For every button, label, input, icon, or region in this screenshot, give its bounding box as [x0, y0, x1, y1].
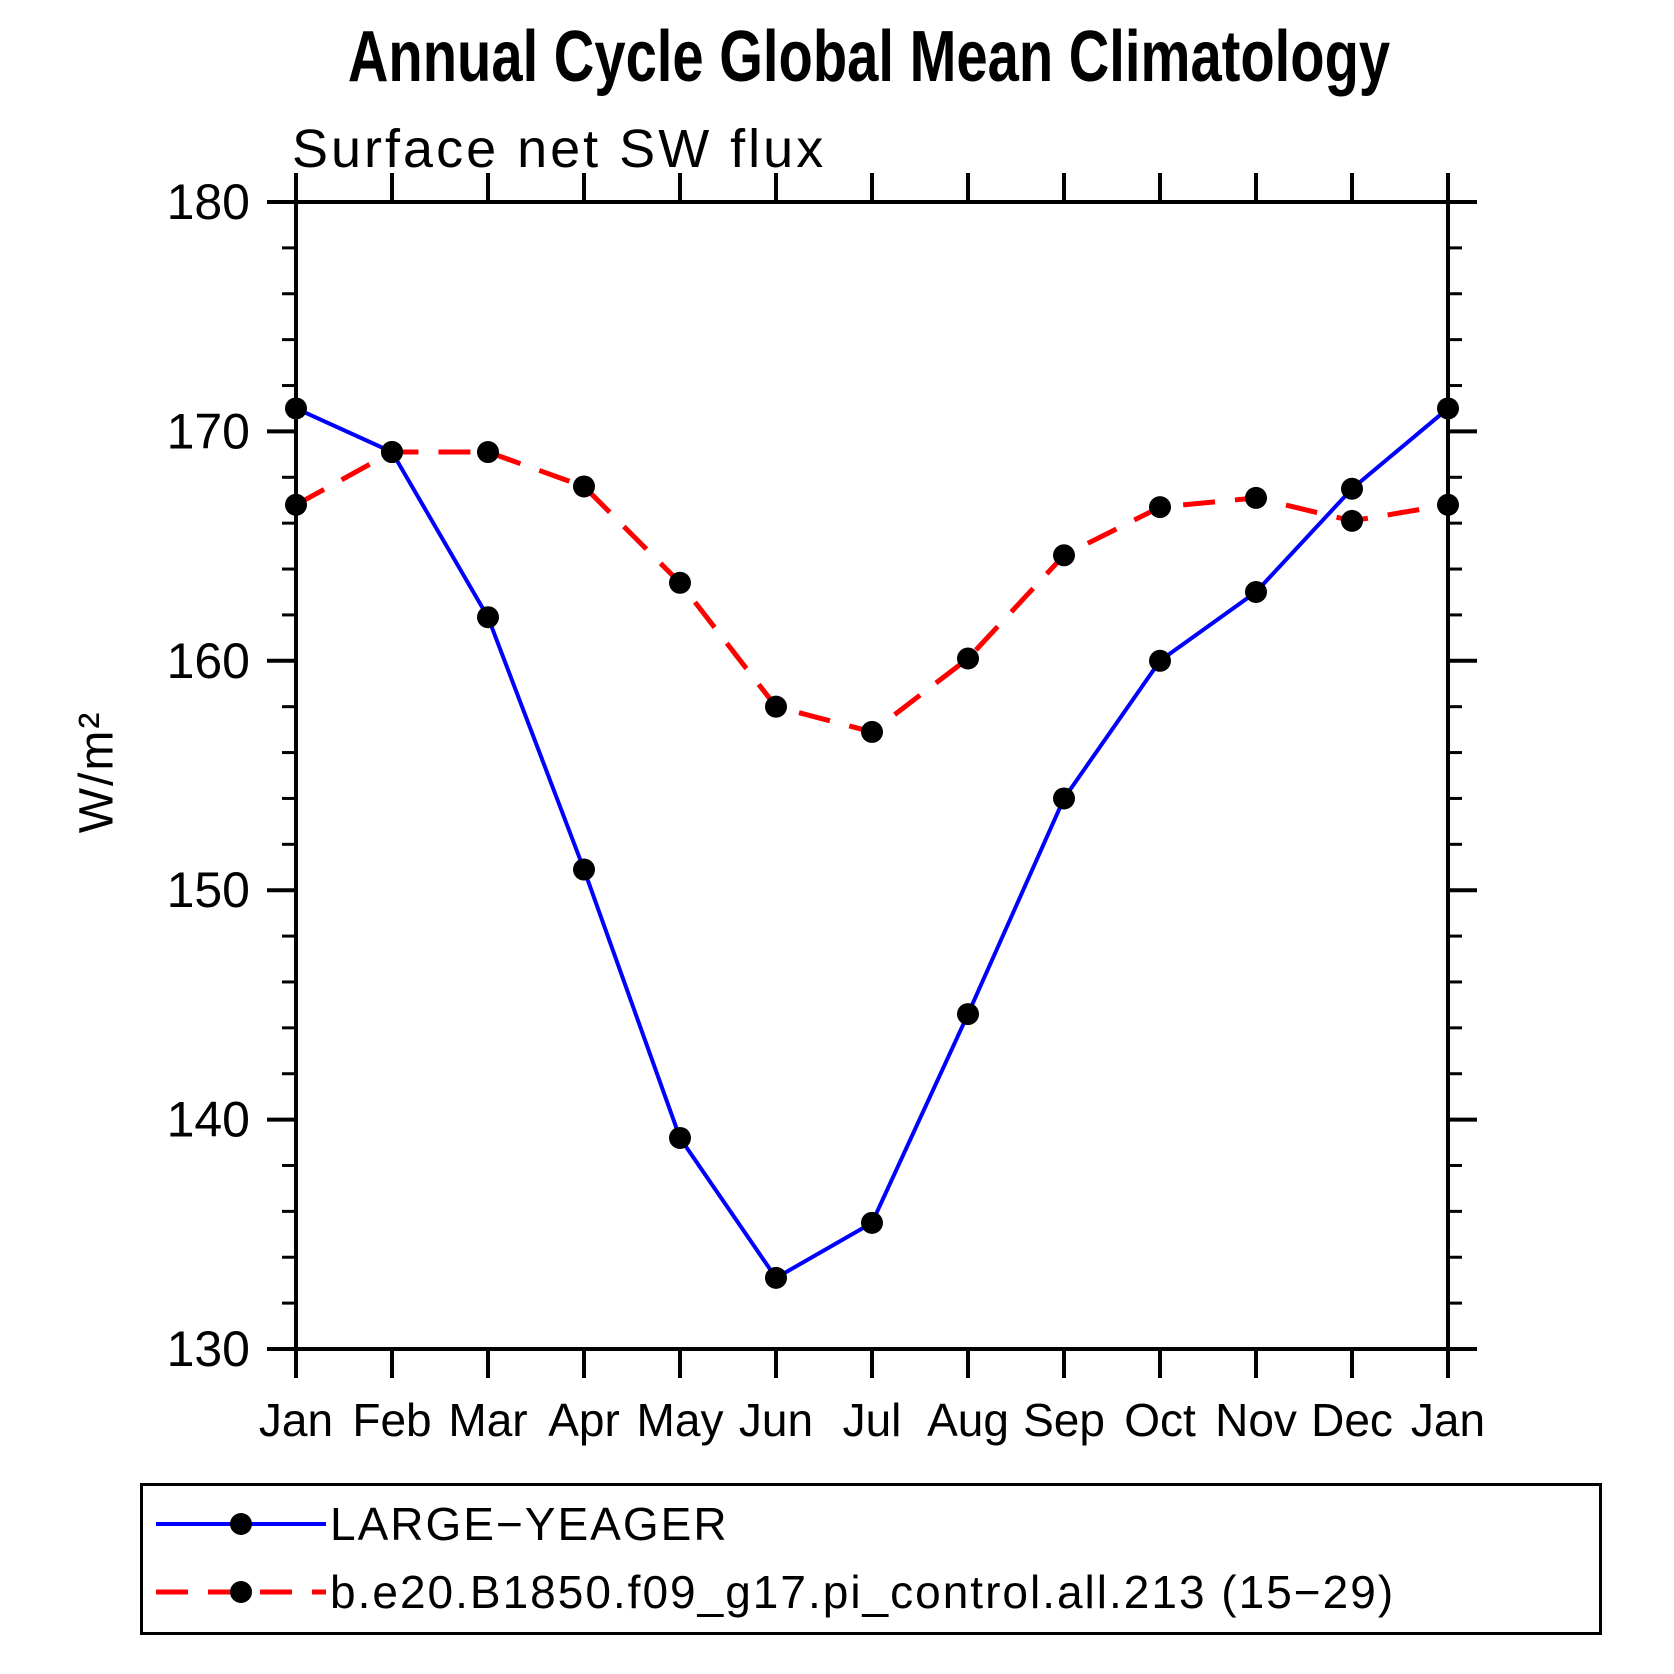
data-point-marker-series-1 — [285, 493, 307, 516]
x-axis-month-label: Jul — [843, 1394, 902, 1446]
y-axis-tick-label: 150 — [167, 862, 250, 918]
legend-label: LARGE−YEAGER — [330, 1498, 729, 1550]
x-axis-month-label: Aug — [927, 1394, 1009, 1446]
data-point-marker-series-1 — [1053, 544, 1075, 567]
y-axis-tick-label: 170 — [167, 403, 250, 459]
chart-title: Annual Cycle Global Mean Climatology — [347, 17, 1391, 97]
data-point-marker-series-1 — [861, 720, 883, 743]
legend-box — [140, 1483, 1602, 1635]
x-axis-month-label: Sep — [1023, 1394, 1105, 1446]
data-point-marker-series-0 — [765, 1266, 787, 1289]
data-point-marker-series-1 — [669, 571, 691, 594]
x-axis-month-label: Jan — [1411, 1394, 1485, 1446]
data-point-marker-series-0 — [573, 858, 595, 881]
legend-line-sample-dashed — [156, 1581, 326, 1603]
x-axis-month-label: Feb — [352, 1394, 431, 1446]
x-axis-month-label: Oct — [1124, 1394, 1196, 1446]
legend-marker-dot — [230, 1513, 252, 1535]
x-axis-month-label: Jan — [259, 1394, 333, 1446]
y-axis-tick-label: 160 — [167, 633, 250, 689]
x-axis-month-label: May — [637, 1394, 724, 1446]
x-axis-month-label: Jun — [739, 1394, 813, 1446]
series-line-1 — [294, 449, 1449, 735]
legend-line-sample-solid — [156, 1513, 326, 1535]
data-point-marker-series-0 — [1053, 787, 1075, 810]
data-point-marker-series-0 — [669, 1126, 691, 1149]
data-point-marker-series-0 — [477, 606, 499, 629]
data-point-marker-series-0 — [1437, 397, 1459, 420]
data-point-marker-series-0 — [285, 397, 307, 420]
series-line-0 — [295, 406, 1450, 1280]
data-point-marker-series-0 — [1341, 477, 1363, 500]
data-point-marker-series-0 — [861, 1211, 883, 1234]
data-point-marker-series-1 — [1437, 493, 1459, 516]
data-point-marker-series-0 — [957, 1003, 979, 1026]
x-axis-month-label: Nov — [1215, 1394, 1297, 1446]
data-point-marker-series-1 — [1245, 486, 1267, 509]
data-point-marker-series-1 — [957, 647, 979, 670]
data-point-marker-series-1 — [573, 475, 595, 498]
x-axis-month-label: Apr — [548, 1394, 620, 1446]
y-axis-tick-label: 180 — [167, 174, 250, 230]
data-point-marker-series-1 — [765, 695, 787, 718]
x-axis-month-label: Dec — [1311, 1394, 1393, 1446]
data-point-marker-series-0 — [1149, 649, 1171, 672]
data-point-marker-series-1 — [381, 441, 403, 464]
legend-label: b.e20.B1850.f09_g17.pi_control.all.213 (… — [330, 1566, 1396, 1618]
x-axis-month-label: Mar — [448, 1394, 527, 1446]
data-point-marker-series-1 — [477, 441, 499, 464]
legend-item-large-yeager: LARGE−YEAGER — [152, 1498, 729, 1550]
data-point-marker-series-1 — [1149, 496, 1171, 519]
y-axis-tick-label: 140 — [167, 1092, 250, 1148]
legend-item-model-case: b.e20.B1850.f09_g17.pi_control.all.213 (… — [152, 1566, 1395, 1618]
data-point-marker-series-0 — [1245, 580, 1267, 603]
chart-subtitle: Surface net SW flux — [292, 119, 827, 179]
y-axis-tick-label: 130 — [167, 1321, 250, 1377]
legend-marker-dot — [230, 1581, 252, 1603]
data-point-marker-series-1 — [1341, 509, 1363, 532]
